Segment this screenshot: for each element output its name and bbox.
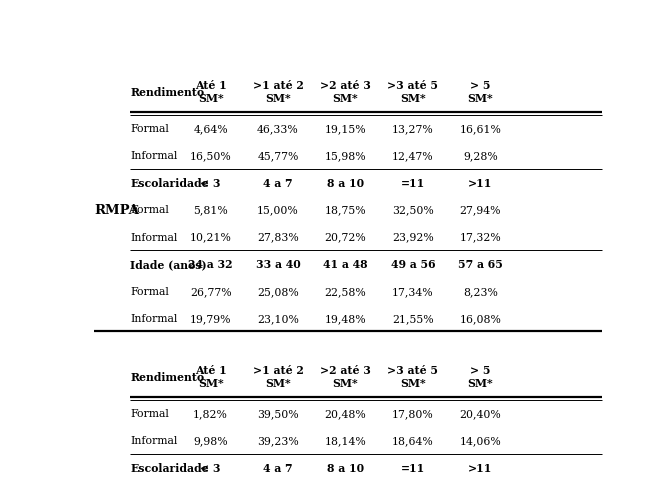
Text: 8,23%: 8,23% bbox=[463, 286, 498, 296]
Text: 27,83%: 27,83% bbox=[257, 232, 299, 242]
Text: 15,98%: 15,98% bbox=[324, 151, 366, 161]
Text: 49 a 56: 49 a 56 bbox=[391, 259, 435, 269]
Text: > 5
SM*: > 5 SM* bbox=[468, 80, 493, 103]
Text: 20,40%: 20,40% bbox=[460, 408, 501, 418]
Text: 17,80%: 17,80% bbox=[392, 408, 434, 418]
Text: 26,77%: 26,77% bbox=[190, 286, 231, 296]
Text: 22,58%: 22,58% bbox=[324, 286, 367, 296]
Text: 10,21%: 10,21% bbox=[190, 232, 231, 242]
Text: 9,98%: 9,98% bbox=[193, 435, 228, 446]
Text: 9,28%: 9,28% bbox=[463, 151, 498, 161]
Text: Informal: Informal bbox=[130, 313, 178, 323]
Text: 25,08%: 25,08% bbox=[257, 286, 299, 296]
Text: >3 até 5
SM*: >3 até 5 SM* bbox=[387, 80, 438, 103]
Text: 18,75%: 18,75% bbox=[324, 205, 366, 215]
Text: Formal: Formal bbox=[130, 408, 169, 418]
Text: Escolaridade: Escolaridade bbox=[130, 178, 209, 188]
Text: 4 a 7: 4 a 7 bbox=[263, 462, 293, 473]
Text: Idade (anos): Idade (anos) bbox=[130, 259, 207, 269]
Text: 45,77%: 45,77% bbox=[258, 151, 299, 161]
Text: 16,08%: 16,08% bbox=[460, 313, 501, 323]
Text: 41 a 48: 41 a 48 bbox=[323, 259, 368, 269]
Text: 17,32%: 17,32% bbox=[460, 232, 501, 242]
Text: 27,94%: 27,94% bbox=[460, 205, 501, 215]
Text: 17,34%: 17,34% bbox=[392, 286, 434, 296]
Text: >11: >11 bbox=[468, 462, 492, 473]
Text: Formal: Formal bbox=[130, 286, 169, 296]
Text: 46,33%: 46,33% bbox=[257, 124, 299, 134]
Text: >11: >11 bbox=[468, 178, 492, 188]
Text: Formal: Formal bbox=[130, 124, 169, 134]
Text: 39,50%: 39,50% bbox=[258, 408, 299, 418]
Text: 8 a 10: 8 a 10 bbox=[327, 178, 364, 188]
Text: 14,06%: 14,06% bbox=[460, 435, 501, 446]
Text: Informal: Informal bbox=[130, 435, 178, 446]
Text: Escolaridade: Escolaridade bbox=[130, 462, 209, 473]
Text: 5,81%: 5,81% bbox=[193, 205, 228, 215]
Text: 4 a 7: 4 a 7 bbox=[263, 178, 293, 188]
Text: Informal: Informal bbox=[130, 232, 178, 242]
Text: 23,10%: 23,10% bbox=[257, 313, 299, 323]
Text: Até 1
SM*: Até 1 SM* bbox=[195, 80, 227, 103]
Text: 24 a 32: 24 a 32 bbox=[189, 259, 233, 269]
Text: 12,47%: 12,47% bbox=[392, 151, 434, 161]
Text: 19,79%: 19,79% bbox=[190, 313, 231, 323]
Text: >3 até 5
SM*: >3 até 5 SM* bbox=[387, 364, 438, 388]
Text: 57 a 65: 57 a 65 bbox=[458, 259, 502, 269]
Text: 8 a 10: 8 a 10 bbox=[327, 462, 364, 473]
Text: 15,00%: 15,00% bbox=[257, 205, 299, 215]
Text: 23,92%: 23,92% bbox=[392, 232, 434, 242]
Text: < 3: < 3 bbox=[201, 462, 221, 473]
Text: 33 a 40: 33 a 40 bbox=[256, 259, 300, 269]
Text: Rendimento: Rendimento bbox=[130, 87, 205, 98]
Text: 18,64%: 18,64% bbox=[392, 435, 434, 446]
Text: Formal: Formal bbox=[130, 205, 169, 215]
Text: < 3: < 3 bbox=[201, 178, 221, 188]
Text: 13,27%: 13,27% bbox=[392, 124, 434, 134]
Text: 16,61%: 16,61% bbox=[460, 124, 501, 134]
Text: 1,82%: 1,82% bbox=[193, 408, 228, 418]
Text: 21,55%: 21,55% bbox=[392, 313, 434, 323]
Text: Até 1
SM*: Até 1 SM* bbox=[195, 364, 227, 388]
Text: 20,48%: 20,48% bbox=[324, 408, 367, 418]
Text: 19,48%: 19,48% bbox=[324, 313, 366, 323]
Text: > 5
SM*: > 5 SM* bbox=[468, 364, 493, 388]
Text: >1 até 2
SM*: >1 até 2 SM* bbox=[253, 80, 304, 103]
Text: 18,14%: 18,14% bbox=[324, 435, 367, 446]
Text: 4,64%: 4,64% bbox=[193, 124, 228, 134]
Text: 20,72%: 20,72% bbox=[324, 232, 367, 242]
Text: Informal: Informal bbox=[130, 151, 178, 161]
Text: RMPA: RMPA bbox=[94, 203, 139, 217]
Text: >1 até 2
SM*: >1 até 2 SM* bbox=[253, 364, 304, 388]
Text: =11: =11 bbox=[401, 462, 425, 473]
Text: =11: =11 bbox=[401, 178, 425, 188]
Text: >2 até 3
SM*: >2 até 3 SM* bbox=[320, 80, 371, 103]
Text: 39,23%: 39,23% bbox=[257, 435, 299, 446]
Text: >2 até 3
SM*: >2 até 3 SM* bbox=[320, 364, 371, 388]
Text: Rendimento: Rendimento bbox=[130, 371, 205, 382]
Text: 32,50%: 32,50% bbox=[392, 205, 434, 215]
Text: 19,15%: 19,15% bbox=[324, 124, 366, 134]
Text: 16,50%: 16,50% bbox=[190, 151, 231, 161]
